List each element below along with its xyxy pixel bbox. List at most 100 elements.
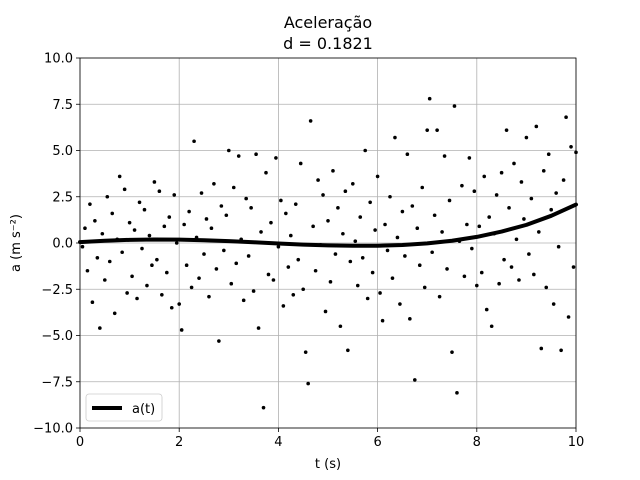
data-point — [529, 196, 534, 201]
data-point — [432, 213, 437, 218]
data-point — [197, 276, 201, 280]
legend: a(t) — [85, 393, 163, 422]
data-point — [291, 293, 296, 297]
chart-title: Aceleração — [284, 13, 372, 32]
data-point — [566, 315, 571, 319]
data-point — [465, 222, 469, 227]
y-axis-label: a (m s⁻²) — [9, 214, 24, 272]
data-point — [564, 115, 568, 119]
data-point — [410, 204, 415, 208]
data-point — [447, 198, 452, 203]
data-point — [385, 248, 390, 253]
data-point — [202, 252, 206, 256]
data-point — [462, 274, 467, 279]
data-point — [544, 285, 549, 290]
data-point — [546, 152, 551, 156]
data-point — [549, 207, 553, 212]
data-point — [130, 274, 134, 279]
y-tick-label: −2.5 — [41, 283, 73, 298]
data-point — [234, 261, 239, 266]
data-point — [107, 259, 112, 264]
data-point — [370, 270, 375, 275]
data-point — [489, 324, 494, 329]
data-point — [160, 293, 164, 297]
data-point — [145, 283, 149, 288]
data-point — [286, 265, 291, 269]
data-point — [333, 252, 338, 256]
data-point — [442, 154, 447, 158]
data-point — [117, 174, 122, 179]
data-point — [368, 200, 372, 205]
data-point — [212, 182, 216, 186]
data-point — [219, 204, 224, 208]
data-point — [467, 156, 472, 160]
data-point — [125, 291, 129, 295]
data-point — [199, 191, 204, 195]
data-point — [353, 239, 358, 243]
data-point — [494, 193, 499, 197]
data-point — [450, 350, 454, 354]
data-point — [177, 302, 181, 306]
data-point — [355, 283, 360, 288]
data-point — [341, 231, 345, 236]
data-point — [346, 348, 350, 353]
data-point — [182, 222, 186, 227]
data-point — [378, 291, 382, 295]
data-point — [152, 180, 157, 184]
data-point — [499, 170, 504, 175]
data-point — [209, 226, 214, 230]
data-point — [365, 296, 370, 301]
data-point — [122, 187, 127, 192]
data-point — [390, 276, 395, 280]
data-point — [276, 244, 281, 249]
data-point — [147, 233, 152, 238]
data-point — [303, 350, 308, 354]
data-point — [222, 248, 226, 253]
data-point — [417, 263, 422, 268]
data-point — [437, 294, 442, 299]
data-point — [326, 219, 330, 223]
data-point — [455, 391, 459, 395]
data-point — [395, 235, 400, 240]
data-point — [363, 148, 368, 153]
data-point — [519, 180, 524, 184]
data-point — [301, 287, 306, 292]
data-point — [554, 191, 558, 195]
data-point — [246, 254, 251, 258]
y-tick-label: −5.0 — [41, 329, 73, 344]
data-point — [422, 285, 427, 290]
y-tick-label: 7.5 — [52, 98, 73, 113]
data-point — [256, 326, 261, 330]
data-point — [425, 128, 430, 132]
x-tick-label: 2 — [175, 435, 183, 450]
data-point — [296, 257, 301, 262]
data-point — [477, 224, 482, 229]
data-point — [120, 250, 124, 255]
data-point — [85, 268, 90, 273]
data-point — [445, 267, 449, 271]
data-point — [127, 220, 132, 225]
data-point — [289, 233, 293, 238]
data-point — [236, 154, 241, 158]
y-tick-label: 10.0 — [44, 52, 73, 67]
data-point — [537, 230, 541, 234]
data-point — [88, 202, 92, 206]
data-point — [514, 237, 519, 242]
data-point — [413, 378, 417, 382]
data-point — [393, 135, 397, 140]
data-point — [142, 207, 147, 212]
data-point — [174, 241, 179, 245]
data-point — [189, 285, 194, 290]
data-point — [380, 318, 385, 323]
data-point — [95, 255, 100, 260]
data-point — [80, 244, 85, 249]
data-point — [373, 228, 377, 232]
data-point — [348, 259, 353, 264]
data-point — [311, 224, 315, 229]
data-point — [207, 294, 211, 299]
data-point — [502, 257, 506, 262]
data-point — [254, 152, 258, 156]
data-point — [351, 182, 355, 186]
data-point — [522, 217, 526, 221]
data-point — [224, 213, 229, 218]
